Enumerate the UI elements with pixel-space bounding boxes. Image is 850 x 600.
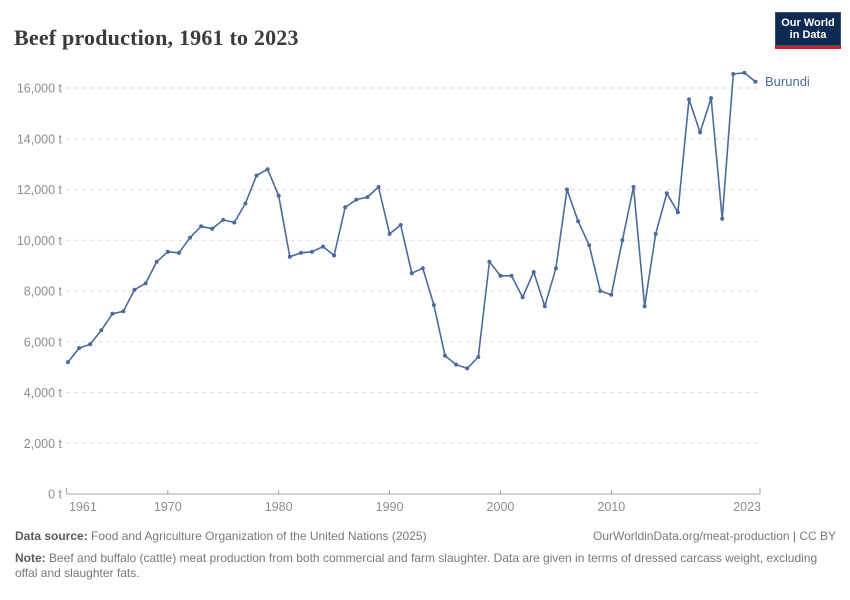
data-point-1981 bbox=[287, 254, 292, 259]
data-point-2010 bbox=[609, 292, 614, 297]
data-point-2006 bbox=[565, 187, 569, 192]
data-point-1988 bbox=[365, 195, 370, 200]
data-point-1993 bbox=[420, 266, 425, 271]
data-point-1973 bbox=[199, 224, 204, 229]
data-point-1966 bbox=[121, 309, 126, 314]
x-axis-line bbox=[66, 488, 761, 495]
y-tick-label: 10,000 t bbox=[17, 234, 63, 248]
data-point-1976 bbox=[232, 220, 237, 225]
note-label: Note: bbox=[15, 551, 46, 565]
data-point-2011 bbox=[620, 238, 625, 243]
data-point-2020 bbox=[720, 216, 725, 221]
data-point-2021 bbox=[731, 72, 736, 76]
data-point-1987 bbox=[354, 197, 359, 202]
owid-logo[interactable]: Our World in Data bbox=[775, 12, 841, 49]
data-point-2016 bbox=[675, 210, 680, 215]
series-line-burundi bbox=[67, 72, 757, 370]
data-point-1980 bbox=[276, 193, 281, 198]
data-point-1985 bbox=[332, 253, 337, 258]
data-point-2003 bbox=[531, 270, 536, 274]
data-point-1986 bbox=[343, 205, 348, 210]
data-point-1979 bbox=[265, 167, 270, 172]
data-point-2001 bbox=[509, 273, 514, 278]
x-tick-label: 2000 bbox=[487, 500, 515, 514]
data-point-1977 bbox=[243, 201, 248, 206]
page-title: Beef production, 1961 to 2023 bbox=[14, 24, 299, 50]
x-tick-label: 1961 bbox=[69, 500, 97, 514]
data-point-1998 bbox=[476, 355, 481, 359]
x-tick-label: 1990 bbox=[376, 500, 404, 514]
data-point-1995 bbox=[443, 353, 447, 358]
y-tick-label: 16,000 t bbox=[17, 82, 63, 96]
data-point-1997 bbox=[465, 366, 470, 371]
y-tick-label: 14,000 t bbox=[17, 132, 63, 146]
data-point-1974 bbox=[210, 226, 215, 231]
data-point-1972 bbox=[188, 235, 192, 240]
data-point-2013 bbox=[642, 304, 647, 309]
data-point-1978 bbox=[254, 173, 259, 178]
owid-logo-line2: in Data bbox=[789, 29, 827, 41]
data-source-label: Data source: bbox=[15, 529, 88, 543]
y-tick-label: 2,000 t bbox=[24, 437, 63, 451]
x-tick-label: 2023 bbox=[733, 500, 761, 514]
owid-logo-line1: Our World bbox=[781, 16, 835, 29]
data-point-1994 bbox=[431, 303, 436, 307]
data-point-2018 bbox=[698, 130, 703, 135]
y-tick-label: 4,000 t bbox=[24, 386, 63, 400]
data-point-2008 bbox=[587, 243, 592, 248]
data-point-1963 bbox=[88, 342, 93, 347]
note-text: Note: Beef and buffalo (cattle) meat pro… bbox=[15, 551, 818, 580]
data-point-2005 bbox=[553, 266, 558, 271]
data-point-1970 bbox=[165, 249, 170, 254]
data-point-1992 bbox=[409, 271, 414, 276]
data-point-1962 bbox=[77, 346, 82, 351]
source-row: Data source: Food and Agriculture Organi… bbox=[15, 529, 836, 544]
data-point-2022 bbox=[742, 70, 747, 75]
data-point-2014 bbox=[653, 231, 658, 236]
x-tick-label: 2010 bbox=[597, 500, 625, 514]
y-tick-label: 8,000 t bbox=[24, 285, 63, 299]
data-point-1990 bbox=[387, 231, 392, 236]
data-point-1983 bbox=[310, 249, 314, 254]
data-point-1965 bbox=[110, 311, 115, 316]
data-point-1971 bbox=[176, 250, 181, 255]
data-point-1964 bbox=[99, 328, 104, 333]
data-point-1968 bbox=[143, 281, 148, 286]
data-point-1975 bbox=[221, 217, 226, 222]
data-point-1996 bbox=[454, 362, 459, 367]
data-point-2002 bbox=[520, 295, 525, 300]
data-point-1984 bbox=[321, 244, 325, 249]
owid-citation-link[interactable]: OurWorldinData.org/meat-production | CC … bbox=[593, 529, 836, 543]
y-tick-label: 6,000 t bbox=[24, 335, 63, 349]
data-point-2019 bbox=[709, 96, 714, 101]
chart-footer: Data source: Food and Agriculture Organi… bbox=[15, 529, 836, 581]
data-point-2000 bbox=[498, 273, 503, 278]
series-label-burundi: Burundi bbox=[765, 74, 810, 89]
x-tick-label: 1970 bbox=[154, 500, 182, 514]
data-point-2017 bbox=[687, 97, 691, 102]
data-point-1961 bbox=[66, 360, 70, 365]
data-point-2015 bbox=[664, 191, 669, 196]
data-point-2007 bbox=[576, 219, 581, 224]
data-point-1991 bbox=[398, 223, 403, 227]
data-point-2012 bbox=[631, 185, 636, 189]
data-point-1982 bbox=[298, 250, 303, 255]
y-tick-label: 0 t bbox=[48, 488, 62, 502]
data-point-1967 bbox=[132, 287, 137, 292]
data-point-1989 bbox=[376, 185, 381, 189]
beef-production-line-chart[interactable]: 0 t 2,000 t 4,000 t 6,000 t 8,000 t 10,000 t 1… bbox=[0, 60, 850, 525]
data-point-2023 bbox=[753, 79, 758, 84]
data-point-2009 bbox=[598, 289, 603, 293]
data-point-1999 bbox=[487, 259, 492, 264]
data-source-text: Data source: Food and Agriculture Organi… bbox=[15, 529, 427, 543]
x-tick-label: 1980 bbox=[265, 500, 293, 514]
data-point-2004 bbox=[542, 304, 547, 309]
y-tick-label: 12,000 t bbox=[17, 183, 63, 197]
data-point-1969 bbox=[154, 259, 159, 264]
